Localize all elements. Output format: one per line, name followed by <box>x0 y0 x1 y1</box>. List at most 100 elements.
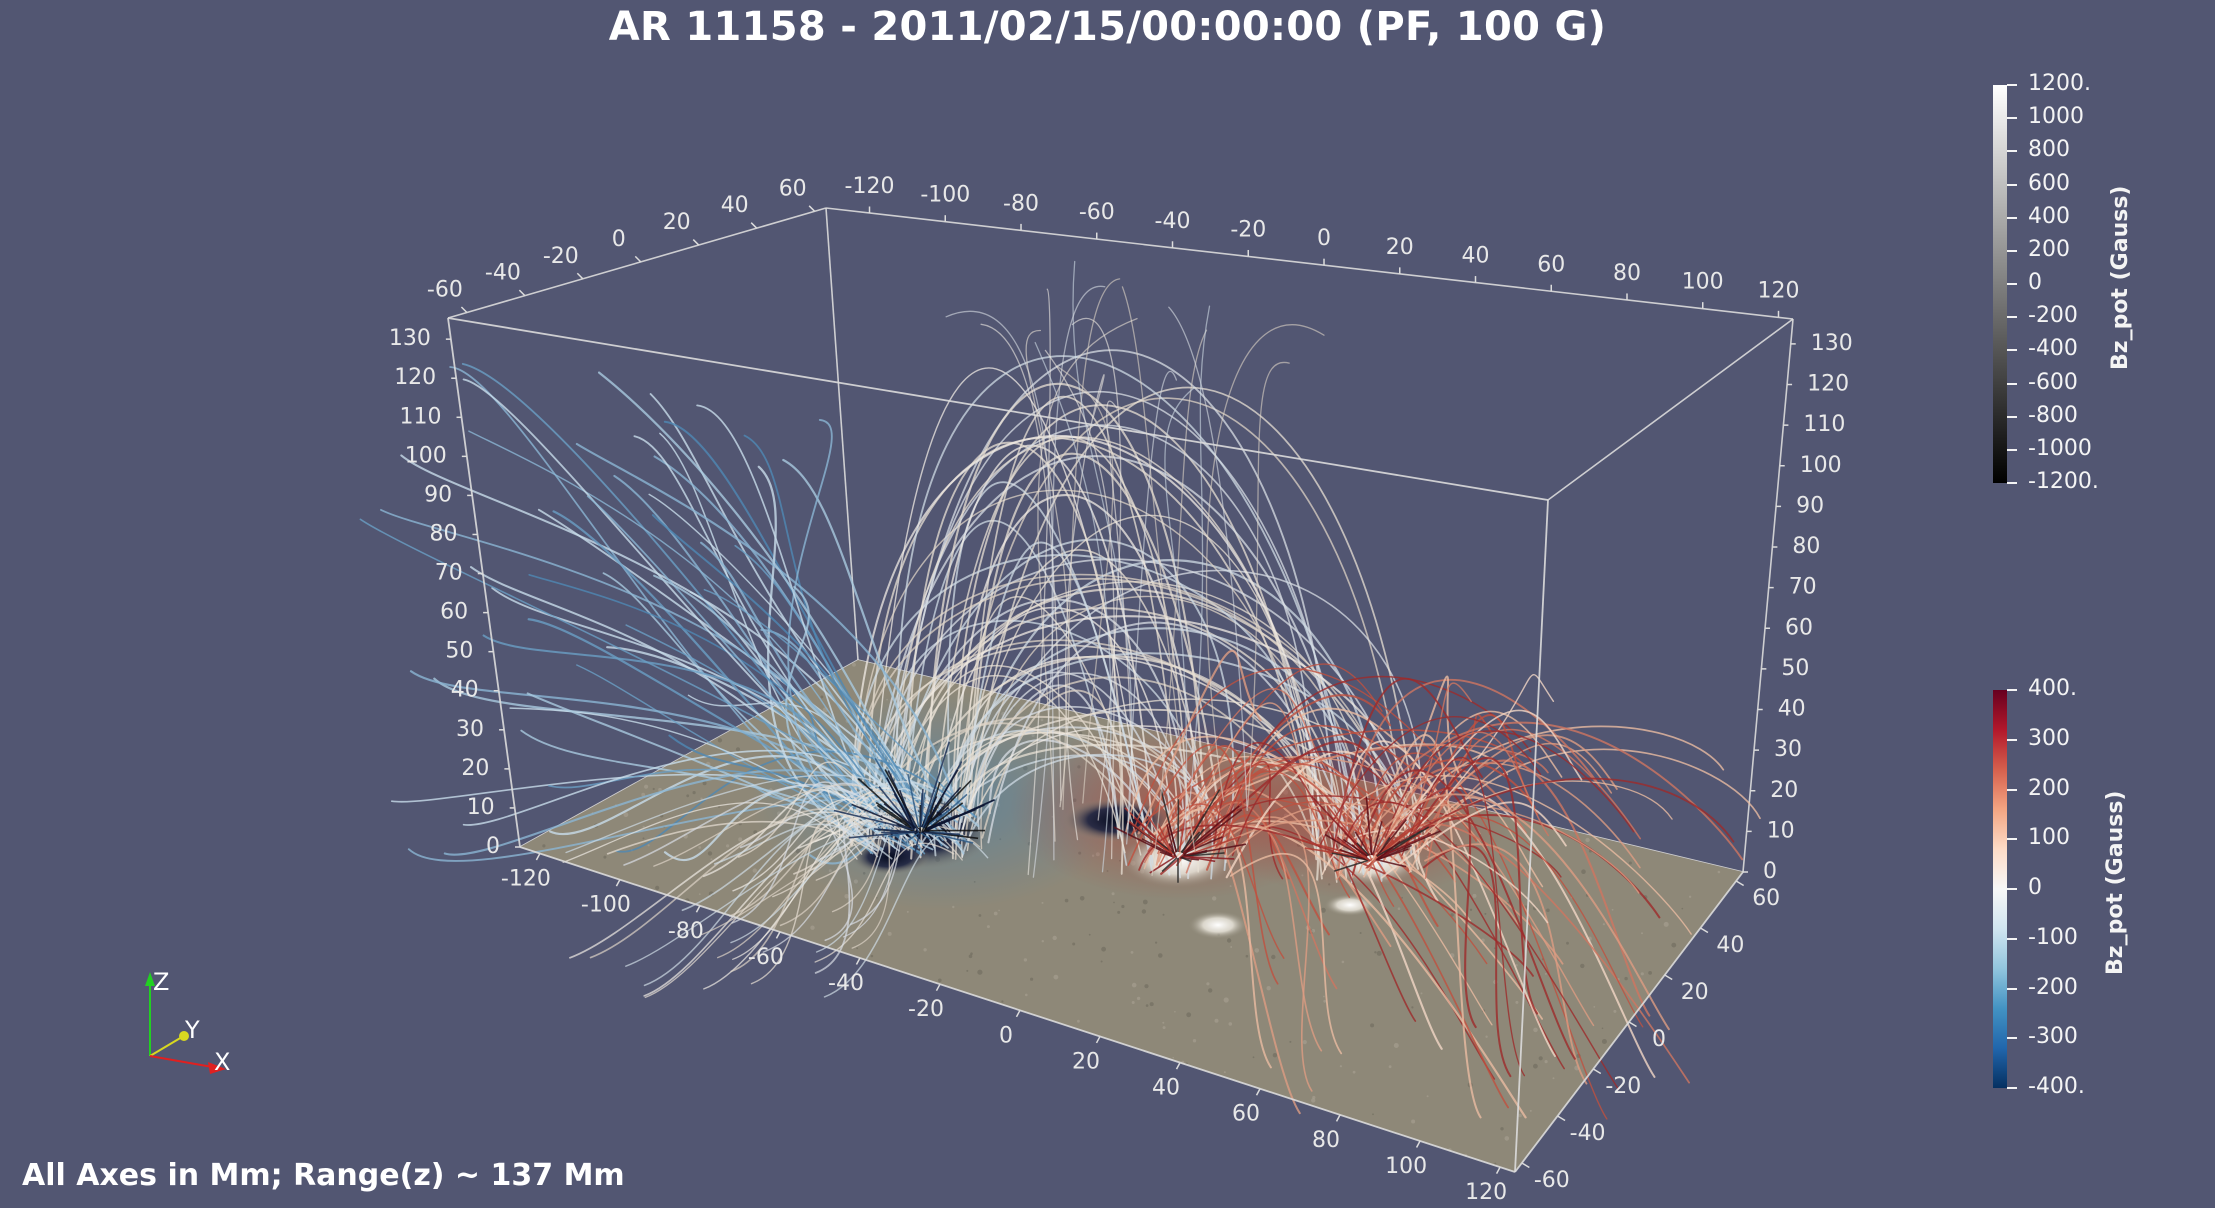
z-right-tick-label: 60 <box>1785 615 1813 640</box>
x-back-tick-label: 60 <box>1537 252 1565 277</box>
colorbar-gray-tick-mark <box>2007 349 2017 352</box>
colorbar-lines-tick-label: 100 <box>2028 825 2070 851</box>
z-left-tick-label: 60 <box>440 600 468 625</box>
z-right-tick-label: 20 <box>1770 778 1798 803</box>
x-front-tick-label: 20 <box>1072 1049 1100 1074</box>
colorbar-lines-tick-mark <box>2007 689 2017 691</box>
colorbar-gray-tick-label: -1000 <box>2028 435 2092 461</box>
x-back-tick-label: 40 <box>1462 244 1490 269</box>
z-right-tick-label: 90 <box>1796 493 1824 518</box>
y-axis-arrow <box>149 1036 183 1057</box>
colorbar-lines-tick-label: -100 <box>2028 924 2078 950</box>
colorbar-gray-tick-label: 800 <box>2028 137 2070 163</box>
y-top-tick-label: -40 <box>485 261 521 286</box>
colorbar-gray-tick-mark <box>2007 415 2017 418</box>
colorbar-gray-tick-label: 1200. <box>2028 71 2091 96</box>
x-back-tick-label: -20 <box>1230 218 1266 243</box>
y-arrow-head <box>179 1031 189 1041</box>
colorbar-gray-tick-label: 600 <box>2028 170 2070 196</box>
x-front-tick-label: -60 <box>748 945 784 970</box>
x-back-tick-label: 0 <box>1317 226 1331 251</box>
x-front-tick-label: -120 <box>501 867 551 892</box>
x-front-tick-label: 80 <box>1312 1128 1340 1153</box>
colorbar-lines-tick-mark <box>2007 738 2017 741</box>
y-top-tick-label: -60 <box>427 278 463 303</box>
colorbar-lines-tick-mark <box>2007 1037 2017 1040</box>
x-back-tick-label: -80 <box>1003 191 1039 216</box>
axis-labels: -120-100-80-60-40-20020406080100120-120-… <box>389 174 1853 1205</box>
z-right-tick-label: 40 <box>1778 697 1806 722</box>
colorbar-lines-tick-label: 0 <box>2028 875 2042 900</box>
colorbar-lines-tick-mark <box>2007 987 2017 990</box>
colorbar-gray-tick-label: 1000 <box>2028 104 2084 130</box>
colorbar-gray-tick-mark <box>2007 482 2017 484</box>
z-left-tick-label: 130 <box>389 326 431 351</box>
z-left-tick-label: 20 <box>461 756 489 781</box>
z-left-tick-label: 40 <box>451 678 479 703</box>
x-front-tick-label: 60 <box>1232 1102 1260 1127</box>
colorbar-lines-title: Bz_pot (Gauss) <box>2103 790 2128 975</box>
z-right-tick-label: 120 <box>1807 372 1849 397</box>
colorbar-gray-tick-label: 200 <box>2028 236 2070 262</box>
colorbar-lines-tick-label: 300 <box>2028 725 2070 751</box>
page-title: AR 11158 - 2011/02/15/00:00:00 (PF, 100 … <box>608 4 1607 50</box>
x-arrow-head <box>208 1062 226 1074</box>
colorbar-gray-tick-label: -800 <box>2028 402 2078 428</box>
colorbar-gray-gradient <box>1993 85 2007 483</box>
x-front-tick-label: 120 <box>1465 1180 1507 1205</box>
y-top-tick-label: 60 <box>779 176 807 201</box>
y-bottom-tick-label: 0 <box>1652 1027 1666 1052</box>
z-axis-label: Z <box>153 968 169 996</box>
y-top-tick-label: 40 <box>721 193 749 218</box>
z-left-tick-label: 70 <box>435 561 463 586</box>
colorbar-gray-tick-label: -600 <box>2028 369 2078 395</box>
z-left-tick-label: 10 <box>467 795 495 820</box>
x-back-tick-label: 20 <box>1386 235 1414 260</box>
y-bottom-tick-label: -20 <box>1605 1074 1641 1099</box>
y-bottom-tick-label: -60 <box>1534 1168 1570 1193</box>
colorbar-lines-tick-mark <box>2007 788 2017 791</box>
colorbar-lines-tick-mark <box>2007 838 2017 841</box>
colorbar-lines-tick-label: 200 <box>2028 775 2070 801</box>
orientation-axes: Z Y X <box>145 968 230 1076</box>
y-top-tick-label: 20 <box>663 210 691 235</box>
x-back-tick-label: 100 <box>1682 270 1724 295</box>
y-top-tick-label: -20 <box>543 244 579 269</box>
x-back-tick-label: 80 <box>1613 261 1641 286</box>
z-right-tick-label: 0 <box>1763 859 1777 884</box>
z-right-tick-label: 50 <box>1781 656 1809 681</box>
y-bottom-tick-label: -40 <box>1570 1121 1606 1146</box>
colorbar-gray-tick-label: -400 <box>2028 336 2078 362</box>
colorbar-gray-tick-label: 0 <box>2028 270 2042 295</box>
colorbar-gray-tick-mark <box>2007 382 2017 385</box>
x-back-tick-label: -100 <box>920 183 970 208</box>
y-top-tick-label: 0 <box>612 227 626 252</box>
colorbar-gray-tick-mark <box>2007 216 2017 219</box>
x-back-tick-label: -60 <box>1079 200 1115 225</box>
colorbar-lines-tick-mark <box>2007 1087 2017 1089</box>
colorbar-lines-tick-label: 400. <box>2028 676 2077 701</box>
z-left-tick-label: 80 <box>430 522 458 547</box>
x-axis-label: X <box>214 1048 230 1076</box>
colorbar-lines-tick-mark <box>2007 937 2017 940</box>
colorbar-gray-tick-mark <box>2007 316 2017 319</box>
y-bottom-tick-label: 40 <box>1716 933 1744 958</box>
colorbar-gray-tick-mark <box>2007 283 2017 285</box>
colorbar-gray-tick-mark <box>2007 117 2017 120</box>
colorbar-gray-tick-mark <box>2007 183 2017 186</box>
z-right-tick-label: 80 <box>1792 534 1820 559</box>
x-front-tick-label: 0 <box>999 1023 1013 1048</box>
x-back-tick-label: -120 <box>845 174 895 199</box>
z-left-tick-label: 30 <box>456 717 484 742</box>
y-axis-label: Y <box>184 1016 200 1044</box>
x-back-tick-label: -40 <box>1155 209 1191 234</box>
z-arrow-head <box>145 972 155 986</box>
colorbar-lines-tick-label: -200 <box>2028 974 2078 1000</box>
z-left-tick-label: 110 <box>400 404 442 429</box>
x-front-tick-label: 40 <box>1152 1076 1180 1101</box>
x-axis-arrow <box>149 1055 219 1069</box>
z-left-tick-label: 90 <box>424 482 452 507</box>
colorbar-lines-gradient <box>1993 690 2007 1088</box>
